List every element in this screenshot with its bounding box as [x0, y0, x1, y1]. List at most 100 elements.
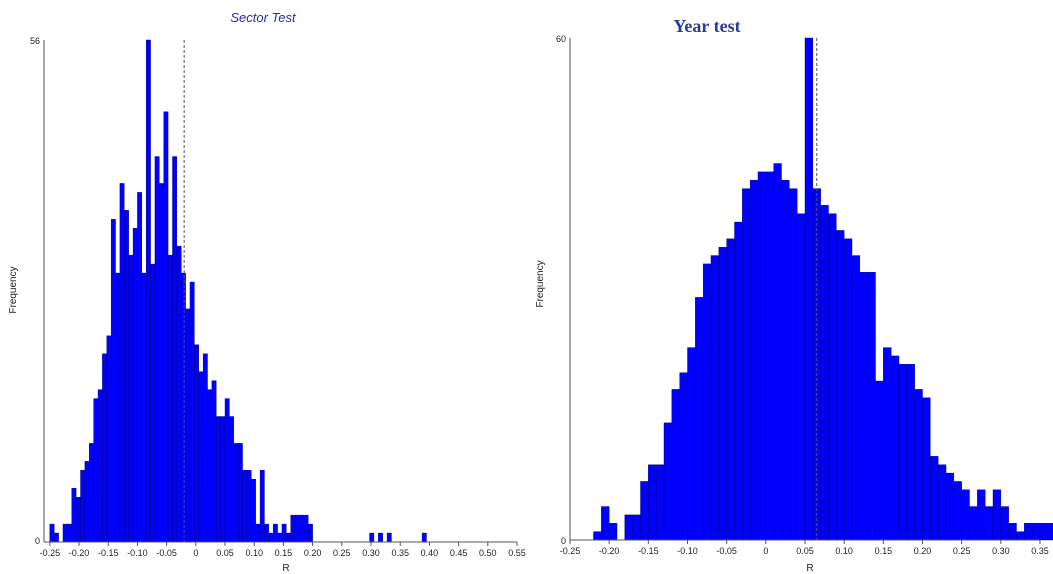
histogram-bar	[734, 221, 743, 541]
histogram-bar	[992, 489, 1002, 541]
histogram-bar	[710, 255, 720, 541]
histogram-bar	[211, 380, 217, 543]
x-tick-label: 0.20	[304, 548, 322, 558]
bar-group	[49, 39, 427, 543]
histogram-bar	[1016, 531, 1025, 541]
x-tick-label: -0.25	[560, 546, 581, 556]
histogram-bar	[294, 514, 300, 543]
histogram-bar	[89, 443, 94, 543]
histogram-bar	[167, 254, 173, 543]
histogram-bar	[259, 470, 265, 543]
histogram-bar	[984, 506, 994, 541]
histogram-bar	[137, 192, 143, 543]
histogram-bar	[624, 514, 633, 541]
histogram-bar	[922, 397, 931, 541]
histogram-bar	[875, 380, 884, 541]
x-tick-label: 0.20	[914, 546, 932, 556]
histogram-bar	[268, 532, 274, 543]
x-tick-label: -0.10	[127, 548, 148, 558]
histogram-bar	[308, 523, 313, 543]
histogram-bar	[290, 514, 296, 543]
histogram-bar	[255, 523, 261, 543]
bar-group	[593, 37, 1053, 541]
x-tick-label: 0.05	[796, 546, 814, 556]
histogram-bar	[765, 171, 774, 541]
histogram-bar	[1024, 523, 1033, 541]
histogram-bar	[154, 156, 160, 543]
histogram-bar	[1047, 523, 1053, 541]
histogram-bar	[945, 472, 955, 541]
histogram-bar	[867, 272, 876, 541]
x-tick-label: 0.40	[421, 548, 439, 558]
histogram-bar	[299, 514, 305, 543]
sector-test-chart: Sector Test Frequency R 56 0 -0.25 -0.20-…	[8, 10, 526, 574]
x-tick-label: -0.05	[156, 548, 177, 558]
histogram-bar	[1039, 523, 1049, 541]
histogram-bar	[273, 523, 278, 543]
histogram-bar	[128, 254, 134, 543]
histogram-bar	[601, 506, 610, 541]
x-tick-label: 0.25	[953, 546, 971, 556]
histogram-bar	[937, 464, 947, 541]
x-tick-label: 0	[193, 548, 198, 558]
y-tick-label-max: 56	[30, 36, 40, 46]
histogram-bar	[119, 183, 125, 543]
y-tick-label-zero: 0	[561, 536, 566, 546]
histogram-bar	[110, 219, 116, 543]
histogram-bar	[124, 210, 129, 543]
histogram-bar	[67, 523, 72, 543]
histogram-bar	[163, 111, 169, 543]
histogram-bar	[229, 416, 234, 543]
histogram-bar	[969, 506, 978, 541]
histogram-bar	[914, 389, 923, 541]
histogram-bar	[251, 479, 256, 543]
histogram-bar	[593, 531, 602, 541]
histogram-bar	[961, 489, 970, 541]
histogram-bar	[277, 532, 283, 543]
histogram-bar	[890, 355, 900, 541]
histogram-bar	[679, 372, 688, 541]
histogram-bar	[851, 255, 861, 541]
histogram-bar	[804, 37, 814, 541]
histogram-bar	[369, 532, 375, 543]
y-tick-label-zero: 0	[35, 536, 40, 546]
histogram-bar	[695, 297, 704, 541]
histogram-bar	[207, 389, 213, 543]
histogram-bar	[749, 180, 759, 541]
histogram-bar	[49, 523, 55, 543]
histogram-bar	[194, 344, 199, 543]
x-tick-label: 0	[763, 546, 768, 556]
chart-title: Year test	[673, 16, 740, 36]
histogram-bar	[233, 443, 239, 543]
histogram-bar	[202, 353, 208, 543]
histogram-bar	[145, 39, 151, 543]
x-tick-label: -0.10	[677, 546, 698, 556]
histogram-bar	[303, 514, 309, 543]
histogram-bar	[820, 205, 829, 541]
histogram-bar	[843, 238, 853, 541]
histogram-bar	[71, 488, 77, 543]
histogram-bar	[115, 272, 121, 543]
x-tick-group: -0.25 -0.20 -0.15 -0.10 -0.05 0 0.05 0.10 0.15 0.…	[560, 540, 1049, 556]
chart-title: Sector Test	[230, 10, 297, 25]
year-test-chart: Year test Frequency R 60 0 -0.25 -0.20 -0.…	[535, 16, 1053, 574]
histogram-bar	[220, 416, 226, 543]
x-tick-group: -0.25 -0.20 -0.15 -0.10 -0.05 0 0.05 0.10 0.15 0.…	[40, 542, 526, 558]
histogram-bar	[386, 532, 392, 543]
histogram-bar	[264, 523, 270, 543]
histogram-bar	[1031, 523, 1041, 541]
histogram-bar	[953, 481, 962, 541]
y-tick-label-max: 60	[556, 34, 566, 44]
histogram-bar	[378, 532, 383, 543]
histogram-bar	[828, 213, 837, 541]
x-tick-label: 0.15	[875, 546, 893, 556]
histogram-bar	[930, 456, 939, 541]
histogram-bar	[836, 230, 845, 541]
x-tick-label: 0.30	[992, 546, 1010, 556]
histogram-bar	[640, 481, 649, 541]
x-tick-label: -0.05	[716, 546, 737, 556]
x-tick-label: -0.15	[638, 546, 659, 556]
histogram-bar	[286, 532, 291, 543]
